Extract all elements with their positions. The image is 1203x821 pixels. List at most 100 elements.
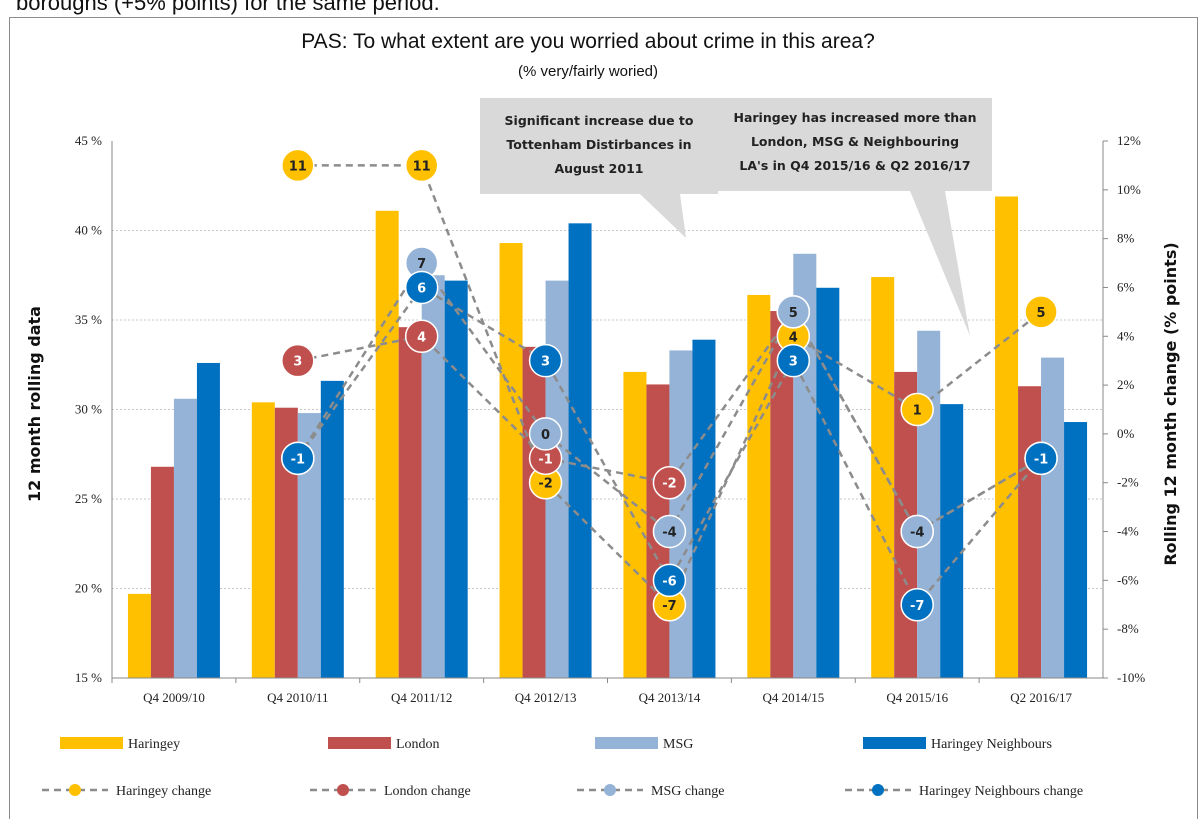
change-marker-label: 7 [417,257,426,272]
y2-tick-label: 10% [1117,182,1141,197]
bar-london [522,346,546,678]
bar-london [398,327,422,678]
change-marker-dot [1024,441,1058,476]
y-axis-title: 12 month rolling data [25,306,44,502]
change-marker: 3 [528,343,563,378]
x-tick-label: Q4 2010/11 [267,690,328,705]
change-marker-dot [900,392,934,427]
change-marker-label: -4 [910,526,924,541]
callout-bubble [480,98,718,238]
change-marker: -6 [652,563,687,598]
change-marker-label: 11 [413,159,431,174]
bar-haringey-neighbours [1064,422,1088,678]
change-marker-label: -2 [662,477,676,492]
callout-line: August 2011 [555,161,644,176]
change-marker: 6 [404,270,439,305]
chart-canvas: 45 %40 %35 %30 %25 %20 %15 %12%10%8%6%4%… [25,30,1180,799]
bar-msg [917,330,941,678]
bar-haringey [995,196,1019,679]
callout-line: Haringey has increased more than [734,110,977,125]
change-marker-dot [776,343,811,378]
change-marker: 3 [776,343,811,378]
callout-line: Significant increase due to [505,113,694,128]
bar-haringey [499,243,523,678]
bar-london [150,466,174,678]
y2-tick-label: 6% [1117,279,1135,294]
legend-dot [69,784,81,796]
change-marker-dot [900,588,934,622]
y2-tick-label: 8% [1117,231,1135,246]
y2-tick-label: -6% [1117,572,1139,587]
change-marker-label: 5 [789,306,798,321]
callout-callout-haringey: Haringey has increased more than London, … [717,98,992,336]
change-marker-label: -7 [662,599,676,614]
legend-swatch [863,737,926,749]
bar-haringey-neighbours [692,339,716,678]
change-marker-dot [528,417,563,451]
chart-title: PAS: To what extent are you worried abou… [301,30,875,53]
change-marker: -4 [652,514,687,549]
change-marker-dot [652,465,687,500]
legend-label: Haringey change [116,784,211,799]
y-tick-label: 35 % [75,312,102,327]
y2-tick-label: -4% [1117,524,1139,539]
y-tick-label: 40 % [75,223,102,238]
change-marker-dot [1024,295,1058,329]
change-marker-label: 4 [789,330,798,345]
bar-msg [297,413,321,678]
legend-label: Haringey Neighbours change [919,784,1083,799]
bar-haringey-neighbours [816,287,840,678]
change-marker-label: 1 [913,404,922,419]
y2-tick-label: 4% [1117,328,1135,343]
change-marker-label: -7 [910,599,924,614]
change-marker-dot [404,319,439,354]
change-marker-dot [281,148,315,183]
page-top-text: boroughs (+5% points) for the same perio… [16,0,440,15]
legend-dot [872,784,884,796]
legend-label: London change [384,784,471,799]
bar-haringey [251,402,275,678]
change-marker: -7 [652,588,687,622]
change-marker: -7 [900,588,934,622]
y2-axis-title: Rolling 12 month change (% points) [1161,242,1180,565]
bar-haringey-neighbours [196,362,220,678]
bar-london [1018,386,1042,678]
bar-msg [1041,357,1065,678]
x-tick-label: Q4 2012/13 [515,690,577,705]
callouts: Significant increase due to Tottenham Dis… [480,98,992,336]
legend-label: MSG change [651,784,725,799]
x-tick-label: Q4 2009/10 [143,690,205,705]
change-marker: 0 [528,417,563,451]
change-marker-dot [900,514,934,549]
change-marker-label: 3 [789,355,798,370]
y-tick-label: 25 % [75,491,102,506]
legend-label: Haringey [128,737,180,752]
bar-london [770,311,794,678]
change-marker-label: 11 [289,159,307,174]
change-markers: 1111-2-741534-1-25-4-1-170-45-4-1-163-63… [281,148,1058,622]
change-marker: 11 [281,148,315,183]
change-marker-dot [281,441,315,476]
change-marker: -1 [1024,441,1058,476]
bar-msg [421,275,445,678]
change-marker: -2 [652,465,687,500]
change-marker: 11 [404,148,439,183]
bar-london [274,407,298,678]
x-tick-label: Q2 2016/17 [1010,690,1072,705]
bar-haringey-neighbours [940,404,964,678]
bar-msg [173,398,197,678]
y2-tick-label: 2% [1117,377,1135,392]
callout-line: London, MSG & Neighbouring [751,134,959,149]
legend-swatch [328,737,391,749]
bar-haringey [623,371,647,678]
x-tick-label: Q4 2013/14 [639,690,701,705]
chart-subtitle: (% very/fairly woried) [518,63,658,80]
change-marker-dot [528,343,563,378]
legend-label: MSG [663,737,693,752]
y2-tick-label: -10% [1117,670,1145,685]
y2-tick-label: -8% [1117,621,1139,636]
legend-swatch [60,737,123,749]
change-marker: 3 [281,343,315,378]
change-marker: -1 [281,441,315,476]
legend-dot [604,784,616,796]
